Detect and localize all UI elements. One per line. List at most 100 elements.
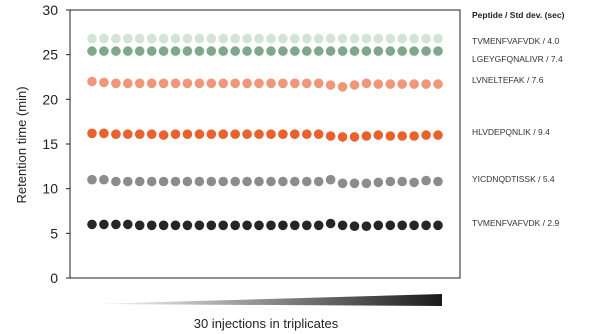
data-point (385, 220, 396, 231)
data-point (409, 79, 419, 89)
data-point (313, 33, 324, 44)
legend-title: Peptide / Std dev. (sec) (472, 10, 565, 20)
data-point (99, 77, 109, 88)
data-point (337, 33, 348, 44)
data-point (313, 176, 324, 187)
data-point (170, 129, 181, 139)
data-point (158, 46, 169, 56)
data-point (194, 46, 205, 56)
data-point (99, 46, 109, 56)
data-point (373, 220, 384, 231)
data-point (158, 220, 169, 231)
data-point (170, 176, 181, 187)
data-point (397, 131, 408, 141)
data-point (134, 46, 145, 56)
data-point (433, 46, 443, 56)
data-point (242, 129, 252, 139)
data-point (409, 46, 419, 56)
data-point (218, 220, 228, 231)
data-point (87, 128, 97, 139)
data-point (194, 78, 205, 89)
data-point (290, 176, 300, 187)
data-point (254, 33, 264, 44)
data-point (146, 33, 157, 44)
data-point (230, 46, 240, 56)
y-tick-label: 30 (42, 2, 58, 18)
data-point (337, 82, 348, 92)
data-point (421, 175, 431, 186)
data-point (373, 79, 384, 89)
data-point (349, 132, 360, 142)
data-point (206, 176, 217, 187)
data-point (206, 78, 217, 89)
data-point (373, 33, 384, 44)
data-point (123, 78, 133, 89)
data-point (170, 220, 181, 231)
data-point (87, 174, 97, 185)
data-point (266, 78, 276, 89)
data-point (421, 130, 431, 140)
data-point (325, 80, 336, 90)
data-point (313, 78, 324, 89)
data-point (111, 33, 121, 44)
legend-item: YICDNQDTISSK / 5.4 (472, 173, 555, 184)
data-point (254, 46, 264, 56)
data-point (170, 46, 181, 56)
data-point (385, 176, 396, 187)
data-point (290, 220, 300, 231)
data-point (397, 176, 408, 187)
data-point (182, 220, 193, 231)
data-point (278, 220, 288, 231)
data-point (325, 174, 336, 185)
data-point (266, 46, 276, 56)
data-point (325, 131, 336, 141)
data-point (278, 46, 288, 56)
data-point (337, 132, 348, 142)
data-point (230, 176, 240, 187)
data-point (421, 79, 431, 89)
data-point (409, 177, 419, 188)
data-point (230, 129, 240, 139)
data-point (433, 176, 443, 187)
data-point (182, 46, 193, 56)
legend-item: LGEYGFQNALIVR / 7.4 (472, 54, 563, 64)
data-point (290, 46, 300, 56)
data-point (242, 220, 252, 231)
y-tick-label: 10 (42, 181, 58, 197)
data-point (87, 46, 97, 56)
data-point (230, 33, 240, 44)
data-point (433, 33, 443, 44)
data-point (361, 131, 372, 141)
data-point (99, 174, 109, 185)
data-point (206, 33, 217, 44)
data-point (409, 131, 419, 141)
data-point (278, 176, 288, 187)
data-point (325, 46, 336, 56)
series-4 (87, 128, 443, 142)
data-point (313, 220, 324, 231)
data-point (134, 33, 145, 44)
data-point (146, 129, 157, 139)
data-point (111, 129, 121, 139)
data-point (421, 33, 431, 44)
data-point (146, 176, 157, 187)
data-point (433, 79, 443, 89)
data-point (134, 129, 145, 139)
data-point (218, 46, 228, 56)
data-point (361, 221, 372, 231)
series-6 (87, 218, 443, 231)
data-point (361, 178, 372, 189)
data-point (99, 219, 109, 230)
data-point (361, 33, 372, 44)
data-point (194, 176, 205, 187)
data-point (421, 46, 431, 56)
data-point (158, 176, 169, 187)
data-point (123, 46, 133, 56)
data-point (266, 33, 276, 44)
data-point (385, 131, 396, 141)
data-point (433, 130, 443, 140)
data-point (361, 46, 372, 56)
data-point (218, 129, 228, 139)
data-point (218, 78, 228, 89)
data-point (170, 33, 181, 44)
